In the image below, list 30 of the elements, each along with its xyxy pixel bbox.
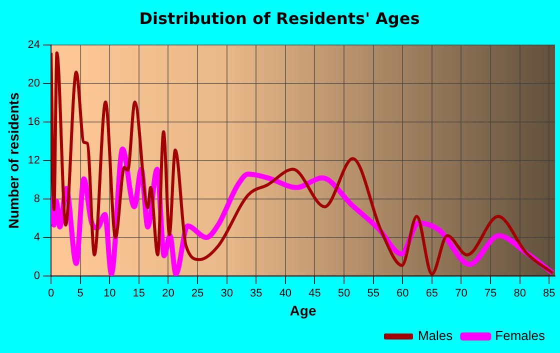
x-tick-label: 45 xyxy=(308,288,321,300)
x-tick-label: 5 xyxy=(77,288,84,300)
y-tick-label: 24 xyxy=(28,39,40,52)
x-tick-label: 15 xyxy=(132,288,146,300)
chart-title: Distribution of Residents' Ages xyxy=(139,8,420,28)
y-tick-label: 16 xyxy=(28,116,40,128)
y-tick-label: 0 xyxy=(34,270,40,282)
x-tick-label: 80 xyxy=(514,288,526,300)
x-tick-label: 85 xyxy=(543,288,556,300)
legend-label: Males xyxy=(418,328,454,344)
x-tick-label: 65 xyxy=(426,288,438,300)
x-tick-label: 75 xyxy=(484,288,497,300)
x-tick-label: 50 xyxy=(338,288,350,300)
x-tick-label: 25 xyxy=(191,288,204,300)
y-axis-title: Number of residents xyxy=(5,92,22,229)
x-tick-label: 35 xyxy=(250,288,262,300)
x-tick-label: 55 xyxy=(367,288,380,300)
x-tick-label: 10 xyxy=(104,288,116,300)
legend-label: Females xyxy=(495,328,546,344)
x-tick-label: 0 xyxy=(48,288,54,300)
y-tick-label: 4 xyxy=(34,232,40,244)
x-tick-label: 60 xyxy=(396,288,409,300)
x-tick-label: 20 xyxy=(162,288,174,300)
x-tick-label: 40 xyxy=(279,288,292,300)
y-tick-label: 20 xyxy=(28,78,40,90)
x-axis-title: Age xyxy=(290,302,316,318)
y-tick-label: 8 xyxy=(34,193,40,206)
x-tick-label: 70 xyxy=(455,288,468,300)
y-tick-label: 12 xyxy=(28,154,40,167)
x-tick-label: 30 xyxy=(220,288,233,300)
